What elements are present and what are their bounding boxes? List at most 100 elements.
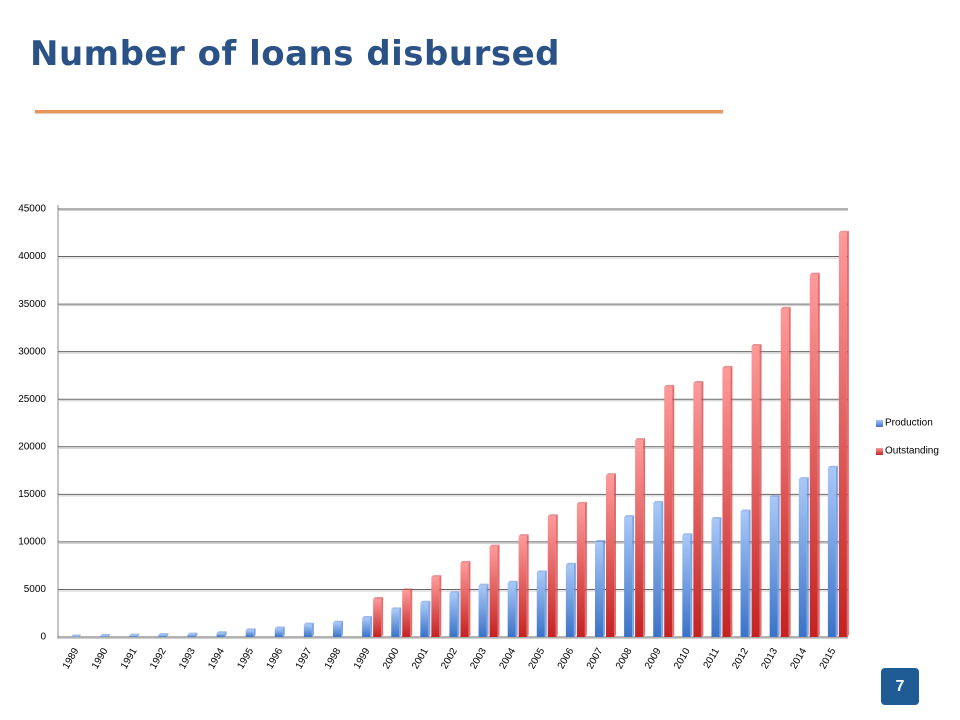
bar [653, 500, 664, 637]
bar-face [216, 633, 225, 637]
bar [71, 634, 81, 637]
legend-swatch [876, 448, 883, 455]
bar [769, 495, 780, 637]
bar-side [79, 634, 81, 637]
bar-side [817, 272, 820, 637]
bar-face [838, 232, 847, 637]
bar [576, 501, 587, 637]
bar-top [838, 230, 849, 233]
bar-side [555, 514, 558, 637]
x-tick-label: 2015 [818, 646, 839, 671]
bar-top [624, 515, 635, 518]
bar-top [711, 517, 722, 520]
y-tick-label: 15000 [18, 489, 46, 500]
bar-face [780, 308, 789, 637]
bar-top [460, 560, 471, 563]
bar-side [410, 588, 413, 637]
bar-face [245, 630, 254, 637]
bar-face [303, 624, 312, 637]
bar-top [722, 365, 733, 368]
bar-side [370, 615, 373, 637]
bar-face [536, 572, 545, 637]
bar-side [777, 495, 780, 637]
bar [565, 562, 576, 637]
y-tick-label: 45000 [18, 204, 46, 215]
x-tick-label: 1996 [265, 646, 286, 671]
bar-top [274, 626, 285, 629]
x-tick-label: 2013 [759, 646, 780, 671]
bar-face [798, 479, 807, 637]
bar-side [603, 539, 605, 637]
bar-face [809, 274, 818, 637]
y-tick-label: 40000 [18, 251, 46, 262]
y-tick-label: 5000 [24, 584, 47, 595]
x-tick-label: 2012 [730, 646, 751, 671]
bar-side [573, 562, 576, 637]
page-number: 7 [881, 668, 919, 705]
bar-top [303, 622, 314, 625]
x-tick-label: 2000 [381, 646, 402, 671]
bar-face [489, 546, 498, 637]
bar-face [274, 628, 283, 637]
x-tick-label: 2007 [585, 646, 606, 671]
bar-top [478, 583, 489, 586]
bar [624, 515, 635, 637]
bar [460, 560, 471, 637]
x-tick-label: 2001 [410, 646, 431, 671]
bar-top [827, 465, 838, 468]
bar [274, 626, 285, 637]
bar [711, 517, 722, 637]
bar-side [701, 381, 704, 637]
bar-side [439, 575, 442, 637]
bar-side [632, 515, 635, 637]
x-tick-label: 1993 [177, 646, 198, 671]
slide-title: Number of loans disbursed [30, 34, 560, 74]
bar-face [624, 517, 633, 637]
bar-side [835, 465, 838, 637]
bar-top [158, 633, 169, 636]
y-tick-label: 30000 [18, 346, 46, 357]
y-tick-label: 10000 [18, 537, 46, 548]
bar-side [690, 533, 693, 637]
bar-face [547, 516, 556, 637]
bar-top [245, 628, 256, 631]
bar [780, 306, 791, 637]
bar [536, 570, 547, 637]
bar-top [780, 306, 791, 309]
x-tick-label: 2002 [439, 646, 460, 671]
bar [303, 622, 314, 637]
bar [635, 438, 646, 637]
y-tick-label: 35000 [18, 299, 46, 310]
bar-side [497, 544, 500, 637]
bar-side [643, 438, 646, 637]
bar-top [391, 607, 402, 610]
bar-side [730, 365, 733, 637]
bar-side [399, 607, 402, 637]
bar-face [391, 609, 400, 637]
x-tick-label: 2009 [643, 646, 664, 671]
bar-face [711, 519, 720, 637]
bar-face [187, 634, 196, 637]
bar-side [311, 622, 314, 637]
bar-face [565, 564, 574, 637]
bar-top [798, 477, 809, 480]
x-tick-label: 1999 [352, 646, 373, 671]
bar [507, 580, 518, 637]
bar [158, 633, 169, 637]
bar [373, 596, 384, 637]
bar [664, 384, 675, 637]
x-tick-label: 1995 [235, 646, 256, 671]
y-tick-label: 25000 [18, 394, 46, 405]
bar-side [224, 631, 227, 637]
bar-top [420, 600, 431, 603]
bar-face [402, 590, 411, 637]
bar-side [108, 634, 111, 637]
bar-face [507, 582, 516, 637]
bar-side [468, 560, 471, 637]
bar-side [457, 591, 460, 637]
bar-side [672, 384, 675, 637]
bar-top [653, 500, 664, 503]
bar-top [402, 588, 413, 591]
bar [682, 533, 693, 637]
bar-top [606, 473, 616, 476]
